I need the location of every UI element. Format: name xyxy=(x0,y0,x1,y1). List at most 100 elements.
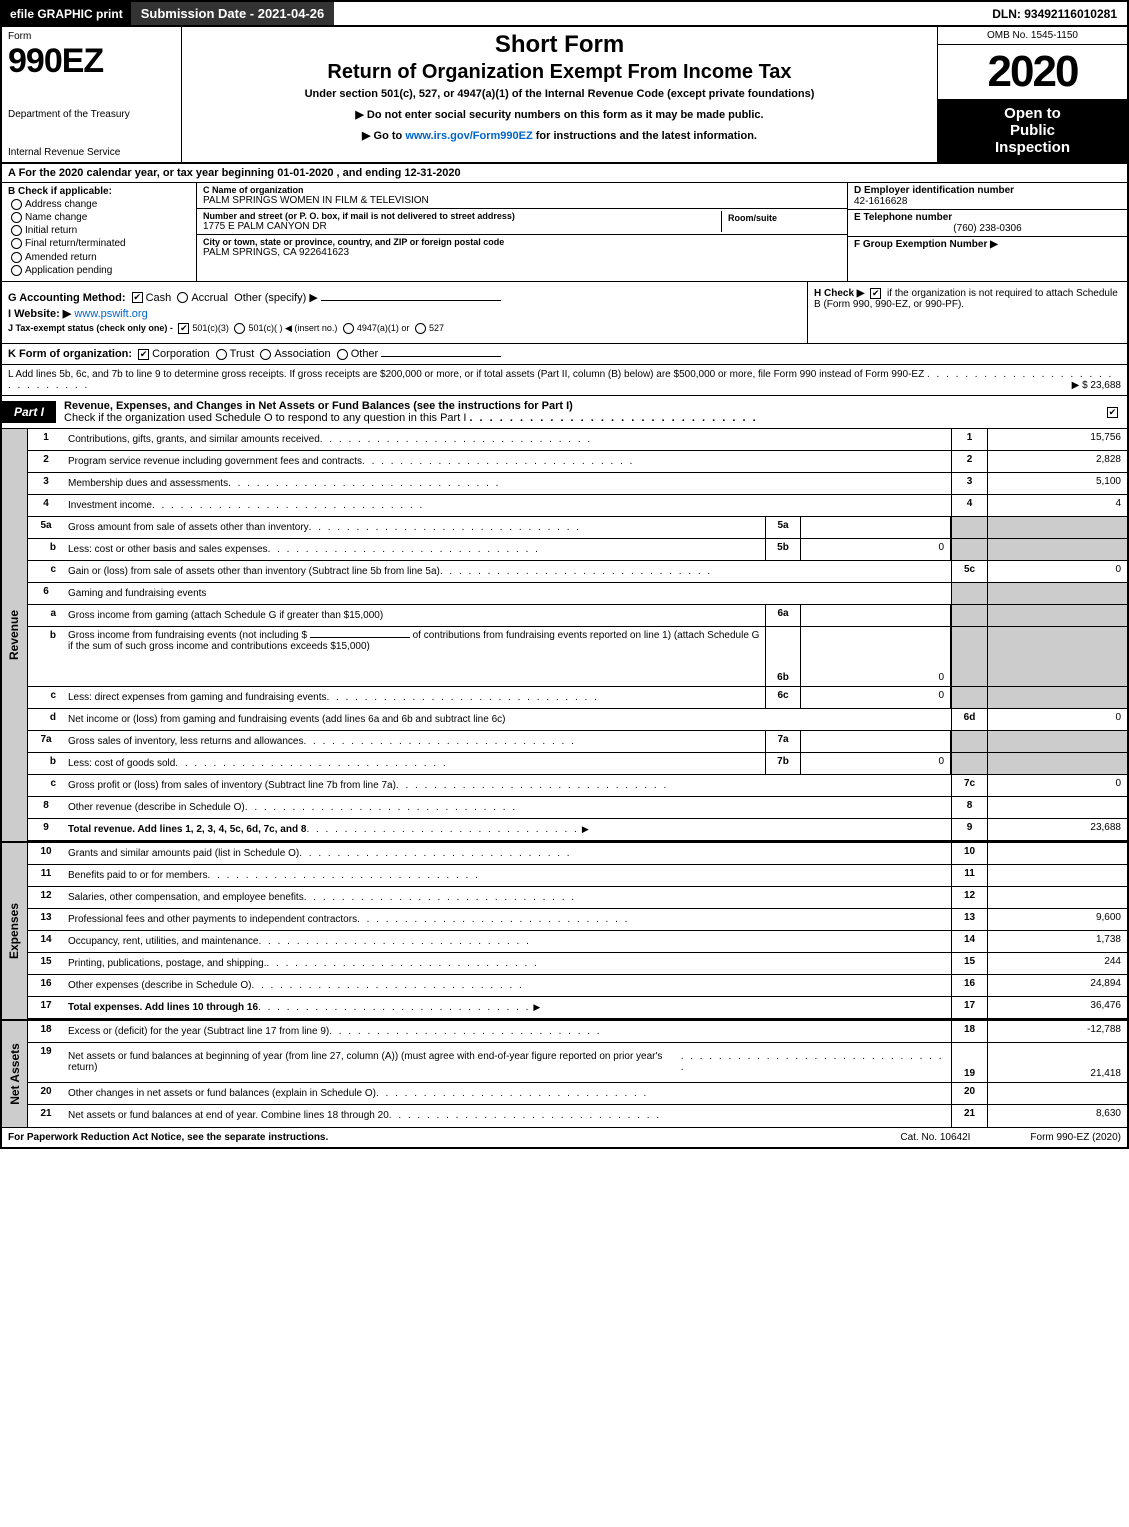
tax-year: 2020 xyxy=(938,45,1127,99)
box-def: D Employer identification number 42-1616… xyxy=(847,183,1127,281)
irs-link[interactable]: www.irs.gov/Form990EZ xyxy=(405,130,532,142)
row-7c: c Gross profit or (loss) from sales of i… xyxy=(28,775,1127,797)
part1-header: Part I Revenue, Expenses, and Changes in… xyxy=(2,396,1127,429)
row-11: 11 Benefits paid to or for members 11 xyxy=(28,865,1127,887)
row-18: 18 Excess or (deficit) for the year (Sub… xyxy=(28,1021,1127,1043)
row-6a: a Gross income from gaming (attach Sched… xyxy=(28,605,1127,627)
val-11 xyxy=(987,865,1127,886)
row-14: 14 Occupancy, rent, utilities, and maint… xyxy=(28,931,1127,953)
chk-final-return[interactable]: Final return/terminated xyxy=(8,238,190,249)
val-1: 15,756 xyxy=(987,429,1127,450)
open-public-inspection: Open to Public Inspection xyxy=(938,99,1127,162)
dln: DLN: 93492116010281 xyxy=(982,2,1127,25)
chk-accrual[interactable] xyxy=(177,292,188,303)
box-f: F Group Exemption Number ▶ xyxy=(848,237,1127,281)
chk-h[interactable] xyxy=(870,288,881,299)
phone-label: E Telephone number xyxy=(854,212,1121,223)
org-name-value: PALM SPRINGS WOMEN IN FILM & TELEVISION xyxy=(203,195,841,206)
city-label: City or town, state or province, country… xyxy=(203,237,841,247)
row-4: 4 Investment income 4 4 xyxy=(28,495,1127,517)
box-b: B Check if applicable: Address change Na… xyxy=(2,183,197,281)
row-3: 3 Membership dues and assessments 3 5,10… xyxy=(28,473,1127,495)
efile-tag: efile GRAPHIC print xyxy=(2,2,131,25)
line-j: J Tax-exempt status (check only one) - 5… xyxy=(8,323,801,334)
row-6c: c Less: direct expenses from gaming and … xyxy=(28,687,1127,709)
row-20: 20 Other changes in net assets or fund b… xyxy=(28,1083,1127,1105)
j-label: J Tax-exempt status (check only one) - xyxy=(8,323,173,333)
chk-amended-return[interactable]: Amended return xyxy=(8,252,190,263)
city-value: PALM SPRINGS, CA 922641623 xyxy=(203,247,841,258)
print-link[interactable]: print xyxy=(96,7,123,21)
val-8 xyxy=(987,797,1127,818)
val-7c: 0 xyxy=(987,775,1127,796)
chk-527[interactable] xyxy=(415,323,426,334)
row-7b: b Less: cost of goods sold 7b 0 xyxy=(28,753,1127,775)
row-6d: d Net income or (loss) from gaming and f… xyxy=(28,709,1127,731)
row-9: 9 Total revenue. Add lines 1, 2, 3, 4, 5… xyxy=(28,819,1127,841)
val-19: 21,418 xyxy=(987,1043,1127,1082)
topbar: efile GRAPHIC print Submission Date - 20… xyxy=(2,2,1127,27)
line-a-tax-year: A For the 2020 calendar year, or tax yea… xyxy=(2,164,1127,183)
form-word: Form xyxy=(8,31,175,42)
row-17: 17 Total expenses. Add lines 10 through … xyxy=(28,997,1127,1019)
val-2: 2,828 xyxy=(987,451,1127,472)
chk-assoc[interactable] xyxy=(260,349,271,360)
revenue-section: Revenue 1 Contributions, gifts, grants, … xyxy=(2,429,1127,841)
part1-tag: Part I xyxy=(2,401,56,423)
page-footer: For Paperwork Reduction Act Notice, see … xyxy=(2,1127,1127,1147)
chk-initial-return[interactable]: Initial return xyxy=(8,225,190,236)
dept-irs: Internal Revenue Service xyxy=(8,147,175,158)
chk-address-change[interactable]: Address change xyxy=(8,199,190,210)
chk-other-org[interactable] xyxy=(337,349,348,360)
side-label-netassets: Net Assets xyxy=(2,1021,28,1127)
row-6: 6 Gaming and fundraising events xyxy=(28,583,1127,605)
omb-number: OMB No. 1545-1150 xyxy=(938,27,1127,45)
box-c: C Name of organization PALM SPRINGS WOME… xyxy=(197,183,847,281)
phone-value: (760) 238-0306 xyxy=(854,223,1121,234)
chk-trust[interactable] xyxy=(216,349,227,360)
address-label: Number and street (or P. O. box, if mail… xyxy=(203,211,721,221)
other-specify-input[interactable] xyxy=(321,300,501,301)
row-13: 13 Professional fees and other payments … xyxy=(28,909,1127,931)
chk-corp[interactable] xyxy=(138,349,149,360)
val-13: 9,600 xyxy=(987,909,1127,930)
other-org-input[interactable] xyxy=(381,356,501,357)
chk-cash[interactable] xyxy=(132,292,143,303)
chk-application-pending[interactable]: Application pending xyxy=(8,265,190,276)
row-8: 8 Other revenue (describe in Schedule O)… xyxy=(28,797,1127,819)
ein-label: D Employer identification number xyxy=(854,185,1121,196)
group-exemption-label: F Group Exemption Number ▶ xyxy=(854,239,1121,250)
part1-checkbox[interactable] xyxy=(1098,404,1127,420)
chk-name-change[interactable]: Name change xyxy=(8,212,190,223)
title-short-form: Short Form xyxy=(190,31,929,59)
val-7a xyxy=(801,731,951,752)
instr-goto-pre: ▶ Go to xyxy=(362,130,405,142)
open-line2: Public xyxy=(942,122,1123,139)
footer-paperwork: For Paperwork Reduction Act Notice, see … xyxy=(8,1132,328,1143)
room-label: Room/suite xyxy=(728,213,835,223)
g-label: G Accounting Method: xyxy=(8,292,126,304)
chk-501c3[interactable] xyxy=(178,323,189,334)
website-link[interactable]: www.pswift.org xyxy=(74,308,147,320)
header-left: Form 990EZ Department of the Treasury In… xyxy=(2,27,182,162)
submission-date: Submission Date - 2021-04-26 xyxy=(131,2,335,25)
chk-501c[interactable] xyxy=(234,323,245,334)
val-6b: 0 xyxy=(801,627,951,686)
expenses-rows: 10 Grants and similar amounts paid (list… xyxy=(28,843,1127,1019)
box-b-header: B Check if applicable: xyxy=(8,186,190,197)
chk-4947[interactable] xyxy=(343,323,354,334)
part1-check-line: Check if the organization used Schedule … xyxy=(64,412,466,424)
instr-ssn: ▶ Do not enter social security numbers o… xyxy=(190,108,929,121)
val-20 xyxy=(987,1083,1127,1104)
box-e: E Telephone number (760) 238-0306 xyxy=(848,210,1127,237)
k-label: K Form of organization: xyxy=(8,348,132,360)
room-suite: Room/suite xyxy=(721,211,841,232)
block-h: H Check ▶ if the organization is not req… xyxy=(807,282,1127,343)
block-gh: G Accounting Method: Cash Accrual Other … xyxy=(2,282,1127,344)
val-12 xyxy=(987,887,1127,908)
6b-amount-input[interactable] xyxy=(310,637,410,638)
row-12: 12 Salaries, other compensation, and emp… xyxy=(28,887,1127,909)
i-label: I Website: ▶ xyxy=(8,308,71,320)
box-d: D Employer identification number 42-1616… xyxy=(848,183,1127,210)
val-5a xyxy=(801,517,951,538)
